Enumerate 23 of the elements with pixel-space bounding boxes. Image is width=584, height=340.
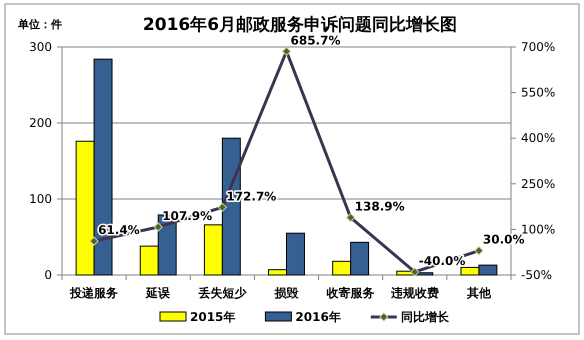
x-tick-label: 投递服务: [69, 286, 118, 300]
chart-title: 2016年6月邮政服务申诉问题同比增长图: [142, 15, 458, 35]
x-tick-label: 违规收费: [390, 286, 439, 300]
y2-tick-label: 550%: [521, 86, 556, 100]
text: 单位：件: [17, 18, 62, 31]
y2-tick-label: 250%: [521, 176, 556, 191]
legend-label: 同比增长: [400, 310, 450, 324]
data-label: 138.9%: [354, 200, 405, 214]
y-tick-label: 200: [29, 116, 52, 130]
x-tick-label: 收寄服务: [326, 286, 375, 300]
y2-tick-label: -50%: [521, 268, 552, 282]
y-tick-label: 0: [44, 268, 52, 282]
x-tick-label: 延误: [145, 286, 172, 300]
y2-tick-label: 700%: [521, 40, 556, 54]
y2-tick-label: 400%: [521, 131, 556, 146]
y-tick-label: 100: [29, 192, 52, 206]
legend-label: 2015年: [190, 310, 236, 324]
y-tick-label: 300: [29, 40, 52, 54]
legend-label: 2016年: [295, 310, 341, 324]
data-label: 685.7%: [290, 33, 340, 48]
x-tick-label: 丢失短少: [197, 286, 248, 300]
x-tick-label: 损毁: [274, 286, 300, 300]
x-tick-label: 其他: [466, 286, 492, 300]
